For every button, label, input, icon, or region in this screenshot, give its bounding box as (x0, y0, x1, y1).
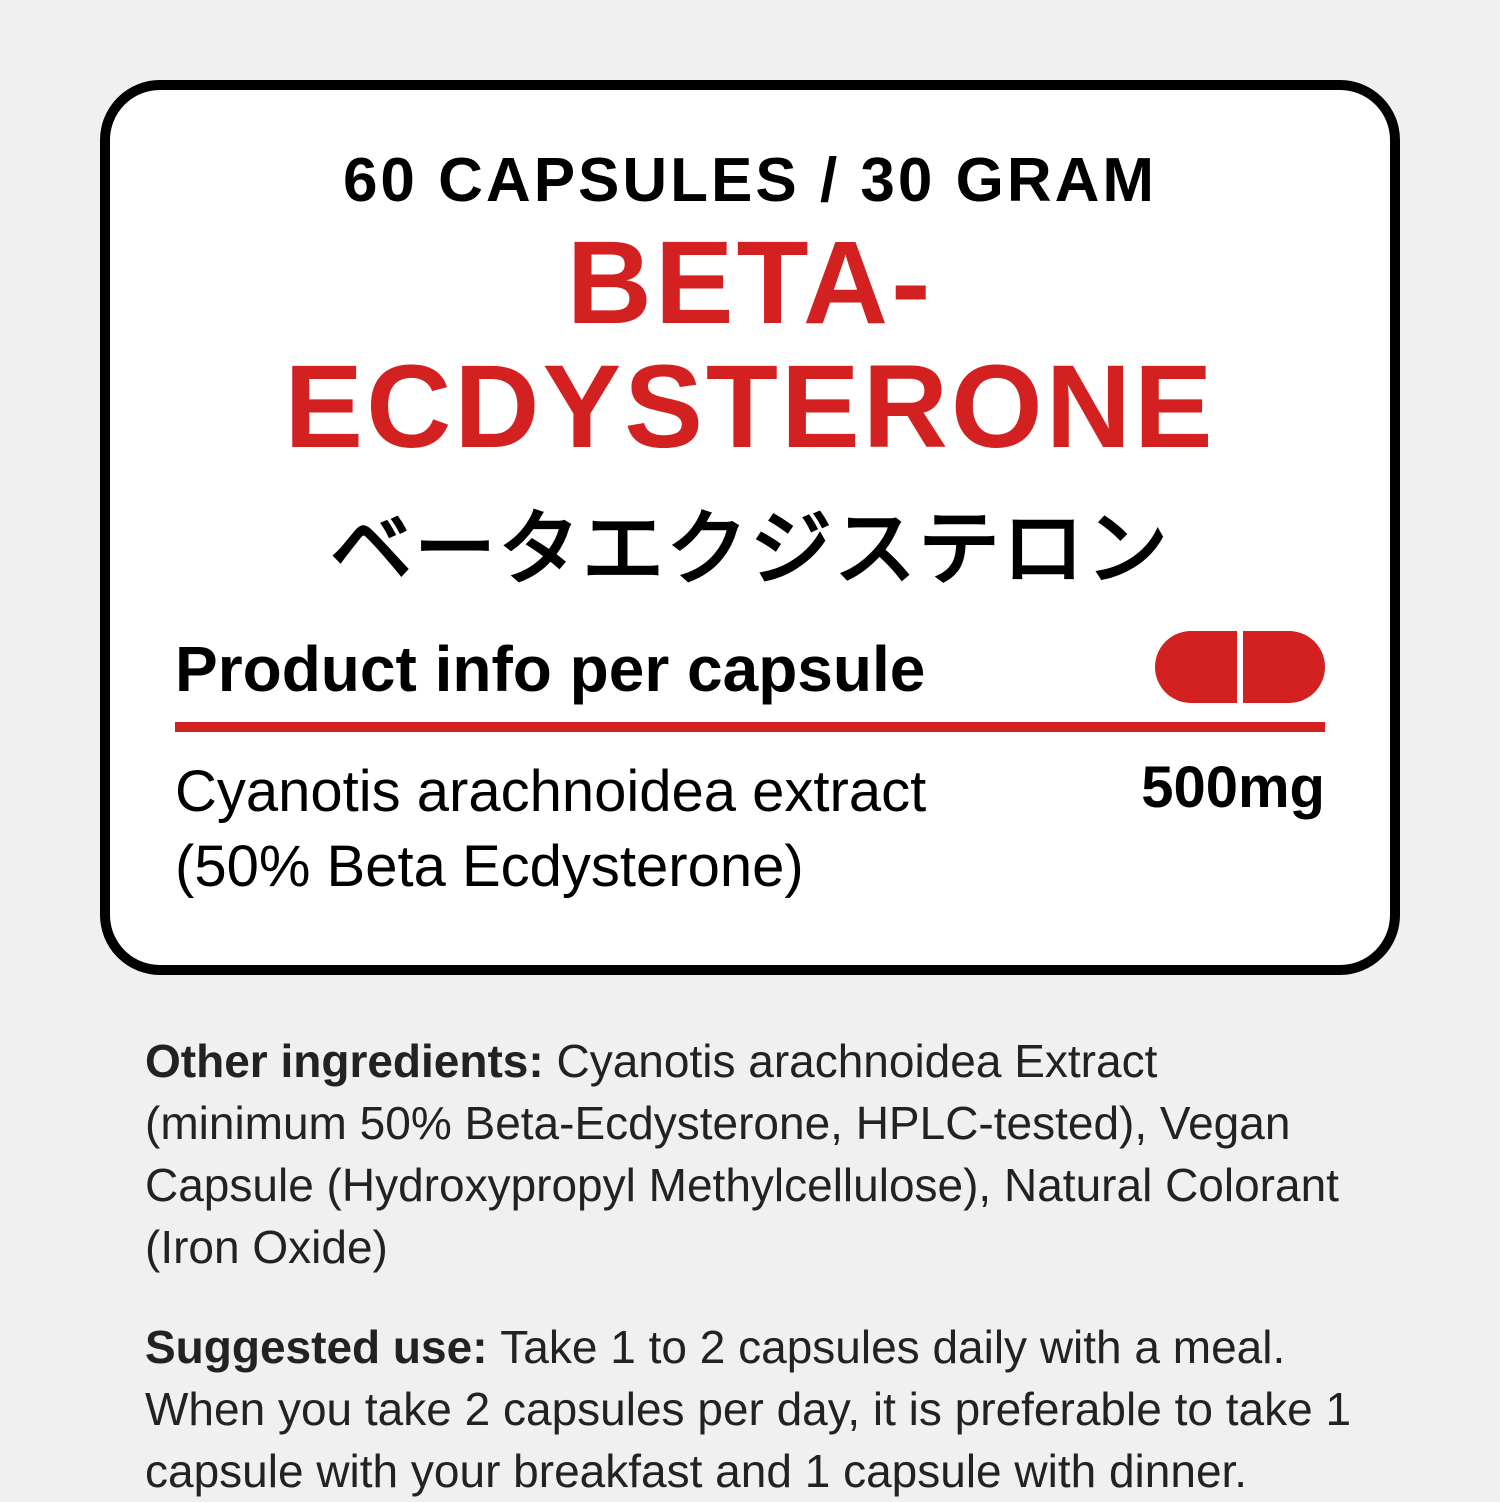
details-section: Other ingredients: Cyanotis arachnoidea … (100, 1030, 1400, 1502)
suggested-use-label: Suggested use: (145, 1321, 500, 1373)
ingredient-row: Cyanotis arachnoidea extract (50% Beta E… (175, 754, 1325, 905)
product-name: BETA-ECDYSTERONE (175, 222, 1325, 470)
ingredient-line2: (50% Beta Ecdysterone) (175, 834, 804, 899)
quantity-line: 60 CAPSULES / 30 GRAM (175, 145, 1325, 216)
product-card: 60 CAPSULES / 30 GRAM BETA-ECDYSTERONE ベ… (100, 80, 1400, 975)
divider-line (175, 722, 1325, 732)
other-ingredients-block: Other ingredients: Cyanotis arachnoidea … (145, 1030, 1355, 1278)
ingredient-line1: Cyanotis arachnoidea extract (175, 759, 926, 824)
info-header-row: Product info per capsule (175, 631, 1325, 708)
capsule-icon (1155, 631, 1325, 708)
product-name-japanese: ベータエクジステロン (175, 482, 1325, 601)
suggested-use-block: Suggested use: Take 1 to 2 capsules dail… (145, 1316, 1355, 1502)
ingredient-name: Cyanotis arachnoidea extract (50% Beta E… (175, 754, 926, 905)
info-per-capsule-label: Product info per capsule (175, 632, 925, 706)
other-ingredients-label: Other ingredients: (145, 1035, 556, 1087)
ingredient-amount: 500mg (1141, 754, 1325, 821)
